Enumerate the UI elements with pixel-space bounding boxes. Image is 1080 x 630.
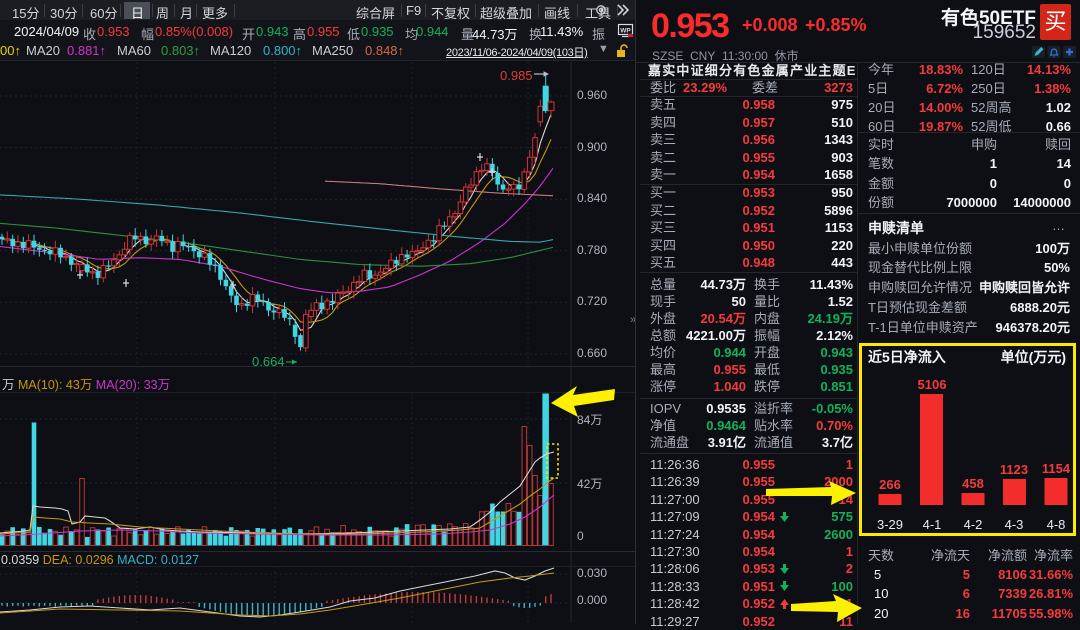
svg-text:WP: WP (620, 28, 631, 35)
